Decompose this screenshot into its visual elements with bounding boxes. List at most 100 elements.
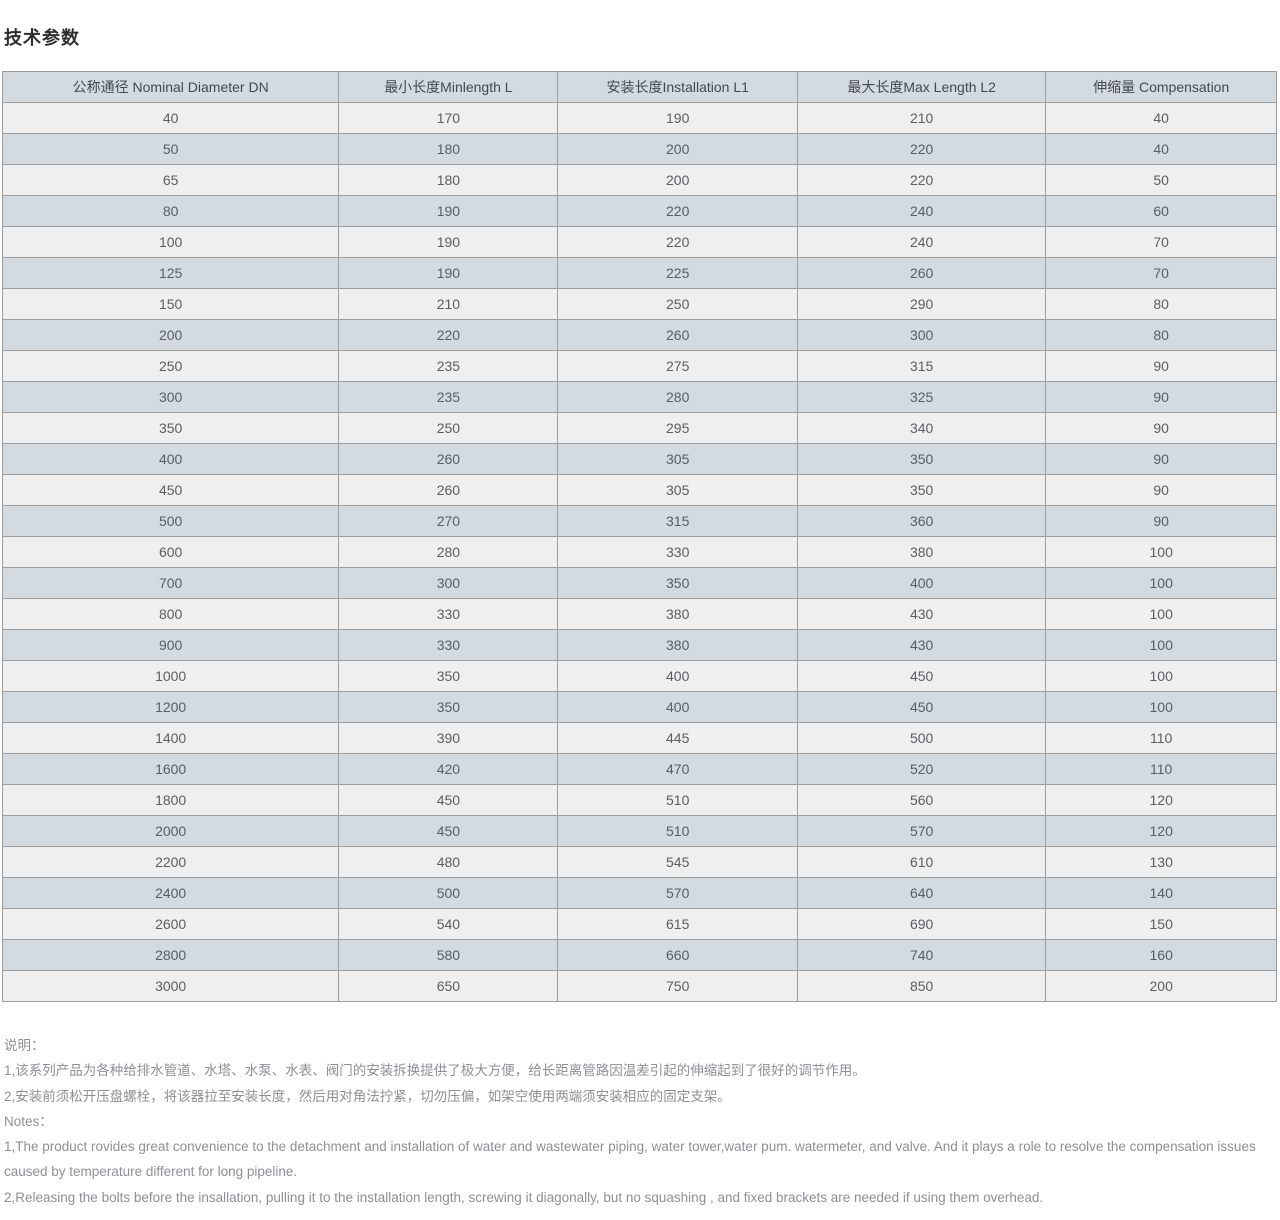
table-cell: 2000	[1, 815, 340, 847]
table-cell: 250	[557, 288, 798, 320]
table-cell: 330	[557, 536, 798, 568]
table-cell: 100	[1045, 567, 1277, 599]
notes-en-item-2: 2,Releasing the bolts before the insalla…	[4, 1189, 1044, 1205]
column-header-installation-length: 安装长度Installation L1	[557, 71, 798, 103]
table-cell: 340	[796, 412, 1047, 444]
table-cell: 80	[1045, 288, 1277, 320]
table-cell: 200	[1045, 970, 1277, 1002]
table-cell: 690	[796, 908, 1047, 940]
column-header-compensation: 伸缩量 Compensation	[1045, 71, 1277, 103]
table-cell: 600	[1, 536, 340, 568]
table-row: 40 170 190 210 40	[1, 102, 1277, 134]
table-cell: 250	[338, 412, 559, 444]
table-cell: 125	[1, 257, 340, 289]
table-cell: 220	[796, 164, 1047, 196]
table-cell: 400	[1, 443, 340, 475]
table-cell: 650	[338, 970, 559, 1002]
table-cell: 40	[1045, 102, 1277, 134]
table-cell: 305	[557, 474, 798, 506]
table-cell: 350	[796, 474, 1047, 506]
table-cell: 570	[557, 877, 798, 909]
table-row: 200 220 260 300 80	[1, 319, 1277, 351]
table-cell: 295	[557, 412, 798, 444]
table-row: 500 270 315 360 90	[1, 505, 1277, 537]
table-cell: 350	[338, 660, 559, 692]
table-cell: 60	[1045, 195, 1277, 227]
table-cell: 570	[796, 815, 1047, 847]
table-cell: 180	[338, 133, 559, 165]
notes-en-item-1: 1,The product rovides great convenience …	[4, 1139, 1256, 1180]
table-cell: 500	[1, 505, 340, 537]
table-row: 2600 540 615 690 150	[1, 908, 1277, 940]
table-cell: 400	[796, 567, 1047, 599]
table-cell: 160	[1045, 939, 1277, 971]
table-cell: 430	[796, 598, 1047, 630]
table-cell: 1400	[1, 722, 340, 754]
table-cell: 240	[796, 226, 1047, 258]
table-cell: 580	[338, 939, 559, 971]
table-cell: 350	[796, 443, 1047, 475]
table-cell: 520	[796, 753, 1047, 785]
table-cell: 235	[338, 350, 559, 382]
table-cell: 90	[1045, 443, 1277, 475]
notes-cn-heading: 说明：	[4, 1038, 45, 1053]
table-cell: 90	[1045, 381, 1277, 413]
table-cell: 610	[796, 846, 1047, 878]
table-row: 700 300 350 400 100	[1, 567, 1277, 599]
table-cell: 660	[557, 939, 798, 971]
table-cell: 70	[1045, 226, 1277, 258]
table-cell: 450	[796, 691, 1047, 723]
table-row: 350 250 295 340 90	[1, 412, 1277, 444]
table-row: 80 190 220 240 60	[1, 195, 1277, 227]
table-cell: 130	[1045, 846, 1277, 878]
table-cell: 900	[1, 629, 340, 661]
table-row: 1400 390 445 500 110	[1, 722, 1277, 754]
table-cell: 260	[338, 474, 559, 506]
table-cell: 1200	[1, 691, 340, 723]
table-row: 100 190 220 240 70	[1, 226, 1277, 258]
table-cell: 190	[338, 226, 559, 258]
table-cell: 220	[557, 195, 798, 227]
table-cell: 90	[1045, 412, 1277, 444]
table-cell: 260	[557, 319, 798, 351]
table-cell: 225	[557, 257, 798, 289]
table-cell: 290	[796, 288, 1047, 320]
table-row: 50 180 200 220 40	[1, 133, 1277, 165]
table-cell: 740	[796, 939, 1047, 971]
table-row: 150 210 250 290 80	[1, 288, 1277, 320]
table-cell: 200	[557, 164, 798, 196]
table-cell: 280	[557, 381, 798, 413]
table-cell: 65	[1, 164, 340, 196]
technical-parameters-table: 公称通径 Nominal Diameter DN 最小长度Minlength L…	[1, 71, 1277, 1002]
table-cell: 180	[338, 164, 559, 196]
table-cell: 330	[338, 629, 559, 661]
table-header-row: 公称通径 Nominal Diameter DN 最小长度Minlength L…	[1, 71, 1277, 103]
table-cell: 750	[557, 970, 798, 1002]
table-cell: 420	[338, 753, 559, 785]
table-cell: 1600	[1, 753, 340, 785]
table-cell: 350	[557, 567, 798, 599]
table-row: 2000 450 510 570 120	[1, 815, 1277, 847]
table-cell: 470	[557, 753, 798, 785]
table-cell: 1000	[1, 660, 340, 692]
table-cell: 90	[1045, 505, 1277, 537]
table-cell: 2800	[1, 939, 340, 971]
table-cell: 315	[557, 505, 798, 537]
table-cell: 305	[557, 443, 798, 475]
table-cell: 700	[1, 567, 340, 599]
table-cell: 100	[1045, 598, 1277, 630]
table-cell: 380	[557, 598, 798, 630]
table-cell: 300	[1, 381, 340, 413]
table-cell: 640	[796, 877, 1047, 909]
table-cell: 615	[557, 908, 798, 940]
table-cell: 100	[1045, 536, 1277, 568]
table-cell: 540	[338, 908, 559, 940]
table-cell: 80	[1, 195, 340, 227]
table-row: 1000 350 400 450 100	[1, 660, 1277, 692]
table-cell: 260	[338, 443, 559, 475]
table-row: 65 180 200 220 50	[1, 164, 1277, 196]
column-header-min-length: 最小长度Minlength L	[338, 71, 559, 103]
table-row: 900 330 380 430 100	[1, 629, 1277, 661]
table-row: 2200 480 545 610 130	[1, 846, 1277, 878]
